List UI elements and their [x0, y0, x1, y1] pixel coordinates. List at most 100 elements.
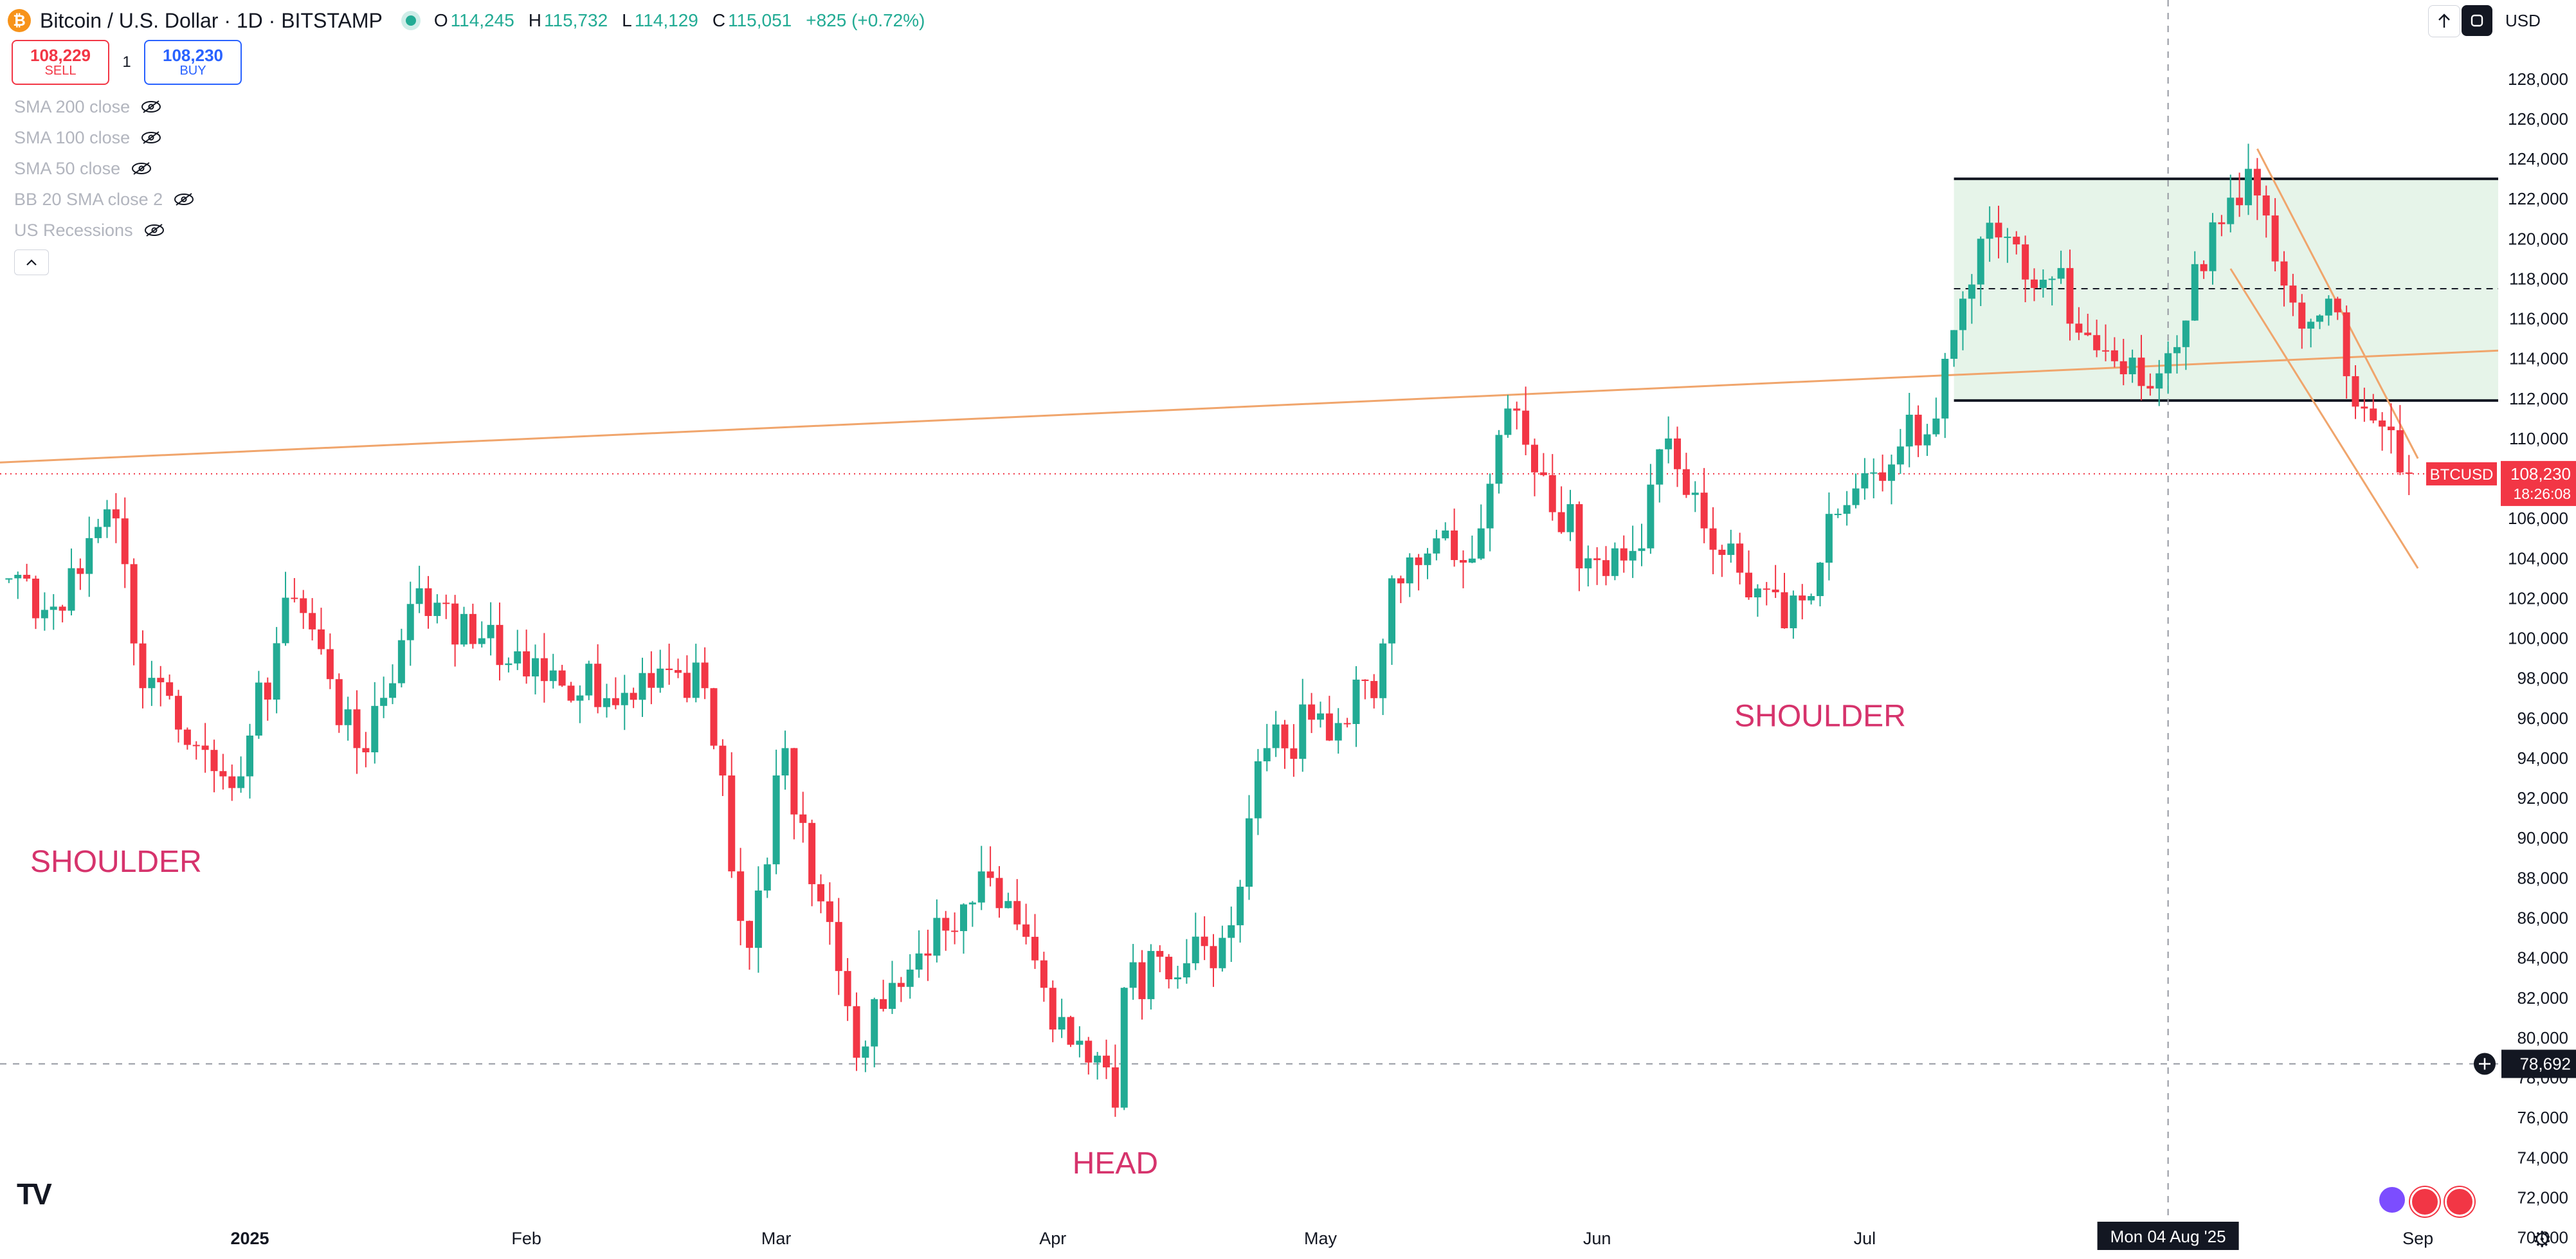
indicator-sma-50[interactable]: SMA 50 close: [14, 153, 195, 184]
price-tick-label: 126,000: [2508, 109, 2568, 129]
candle: [210, 739, 218, 793]
hidden-eye-icon[interactable]: [173, 192, 195, 206]
candle: [1138, 950, 1146, 1020]
hidden-eye-icon[interactable]: [140, 100, 162, 114]
sell-button[interactable]: 108,229 SELL: [12, 40, 109, 85]
candle-body: [799, 814, 807, 823]
candle: [1754, 584, 1761, 617]
currency-selector[interactable]: USD: [2505, 10, 2541, 30]
settings-gear-icon[interactable]: ⚙: [2532, 1227, 2552, 1252]
candle-body: [1067, 1017, 1075, 1045]
price-axis: 70,00072,00074,00076,00078,00080,00082,0…: [2498, 0, 2576, 1259]
candle-body: [255, 682, 262, 736]
assistant-icon[interactable]: [2379, 1187, 2405, 1213]
candle-body: [397, 640, 405, 684]
candle: [630, 687, 637, 709]
symbol-title[interactable]: Bitcoin / U.S. Dollar · 1D · BITSTAMP: [40, 8, 383, 32]
candle: [514, 630, 522, 671]
buy-button[interactable]: 108,230 BUY: [144, 40, 242, 85]
candle-body: [2316, 315, 2323, 322]
candle: [2352, 365, 2359, 419]
candle-body: [2352, 376, 2359, 407]
candle: [1852, 473, 1860, 509]
candle: [300, 590, 307, 630]
candle: [594, 644, 602, 714]
candle-body: [2253, 168, 2261, 195]
candle-body: [1861, 473, 1869, 489]
candle-body: [514, 651, 522, 664]
indicator-label: US Recessions: [14, 220, 133, 240]
indicator-sma-200[interactable]: SMA 200 close: [14, 91, 195, 122]
candle-body: [844, 971, 851, 1006]
hidden-eye-icon[interactable]: [140, 131, 162, 145]
crosshair-add-button[interactable]: [2474, 1053, 2496, 1075]
candle: [1111, 1044, 1119, 1117]
candle: [326, 633, 334, 689]
price-tick-label: 118,000: [2509, 269, 2568, 288]
candle: [2164, 341, 2172, 394]
indicator-bollinger[interactable]: BB 20 SMA close 2: [14, 184, 195, 215]
candle-body: [2191, 264, 2199, 321]
hidden-eye-icon[interactable]: [131, 161, 152, 176]
candle: [353, 690, 361, 774]
candle: [362, 732, 370, 768]
candle-body: [1629, 550, 1637, 561]
candle-body: [1138, 962, 1146, 999]
candle-body: [2066, 267, 2074, 324]
indicator-sma-100[interactable]: SMA 100 close: [14, 122, 195, 153]
candle-body: [2245, 168, 2252, 206]
horizontal-lines: [0, 0, 2498, 1222]
arrow-up-button[interactable]: [2428, 5, 2460, 37]
candle: [1950, 330, 1958, 367]
candle: [1451, 508, 1458, 567]
indicator-us-recessions[interactable]: US Recessions: [14, 215, 195, 246]
candle: [942, 910, 950, 951]
candle-body: [2013, 237, 2020, 245]
hidden-eye-icon[interactable]: [143, 223, 165, 237]
candle-body: [264, 682, 271, 700]
candle: [41, 592, 48, 631]
price-tick-label: 104,000: [2508, 548, 2568, 568]
candle: [1237, 880, 1244, 943]
candle-body: [1763, 588, 1770, 590]
indicator-label: SMA 100 close: [14, 127, 131, 147]
candle: [1602, 546, 1610, 586]
candle-body: [442, 602, 450, 604]
candle: [282, 572, 289, 646]
candle: [2325, 295, 2332, 326]
collapse-legend-button[interactable]: [14, 249, 49, 275]
candle: [487, 602, 494, 656]
candle: [1352, 666, 1360, 747]
candle-body: [585, 664, 593, 696]
price-tick-label: 96,000: [2517, 709, 2568, 728]
candle: [1477, 504, 1485, 560]
candle: [666, 644, 673, 685]
price-tick-label: 88,000: [2517, 868, 2568, 887]
last-price-bg: [2501, 460, 2576, 506]
candle-body: [192, 745, 200, 747]
candle-body: [2173, 347, 2181, 354]
candle: [2388, 403, 2395, 454]
candle-body: [32, 578, 39, 619]
candle: [1870, 458, 1878, 498]
candle-body: [1460, 560, 1467, 563]
us-flag-icon[interactable]: [2445, 1187, 2474, 1217]
price-tick-label: 114,000: [2509, 349, 2568, 368]
candle-body: [1888, 464, 1895, 481]
candle: [130, 558, 138, 666]
time-tick-label: Sep: [2402, 1229, 2433, 1248]
candle: [675, 658, 682, 678]
candle: [1147, 944, 1155, 1010]
candle: [1067, 1015, 1075, 1047]
candle-body: [1932, 418, 1940, 435]
candle-body: [335, 679, 343, 725]
reset-chart-button[interactable]: [2462, 5, 2492, 36]
candle: [1718, 545, 1726, 577]
candle-body: [2119, 361, 2127, 375]
candle: [1539, 453, 1547, 476]
us-flag-icon[interactable]: [2410, 1187, 2440, 1217]
candle-body: [95, 527, 102, 538]
time-tick-label: Jun: [1583, 1229, 1611, 1248]
candle-body: [59, 606, 66, 611]
